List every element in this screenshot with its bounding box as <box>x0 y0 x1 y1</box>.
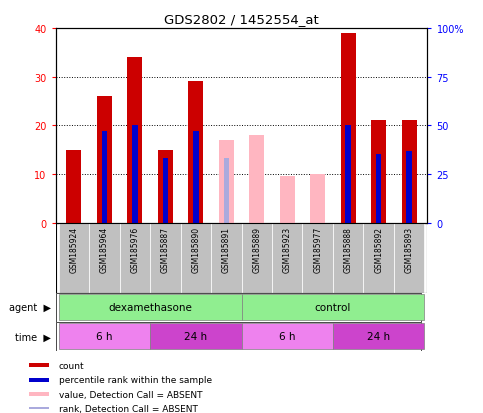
Text: rank, Detection Call = ABSENT: rank, Detection Call = ABSENT <box>59 404 198 413</box>
Bar <box>89 223 120 293</box>
Bar <box>211 223 242 293</box>
Bar <box>345 126 351 223</box>
Bar <box>371 121 386 223</box>
Bar <box>150 324 242 349</box>
Text: 24 h: 24 h <box>184 332 207 342</box>
Text: time  ▶: time ▶ <box>15 332 51 342</box>
Bar <box>101 132 107 223</box>
Text: GSM185891: GSM185891 <box>222 226 231 273</box>
Bar <box>242 324 333 349</box>
Text: dexamethasone: dexamethasone <box>108 303 192 313</box>
Bar <box>29 363 49 367</box>
Text: GSM185890: GSM185890 <box>191 226 200 273</box>
Text: value, Detection Call = ABSENT: value, Detection Call = ABSENT <box>59 389 202 399</box>
Bar <box>394 223 425 293</box>
Text: GSM185888: GSM185888 <box>344 226 353 272</box>
Bar <box>224 159 229 223</box>
Bar <box>29 392 49 396</box>
Bar <box>302 223 333 293</box>
Bar <box>272 223 302 293</box>
Text: GSM185976: GSM185976 <box>130 226 139 273</box>
Bar <box>333 223 363 293</box>
Text: GSM185923: GSM185923 <box>283 226 292 273</box>
Text: GSM185964: GSM185964 <box>100 226 109 273</box>
Bar <box>401 121 417 223</box>
Bar <box>280 177 295 223</box>
Bar <box>363 223 394 293</box>
Bar <box>249 135 264 223</box>
Bar <box>127 58 142 223</box>
Text: 6 h: 6 h <box>279 332 296 342</box>
Text: percentile rank within the sample: percentile rank within the sample <box>59 375 212 384</box>
Bar <box>242 223 272 293</box>
Bar <box>163 159 168 223</box>
Bar <box>58 324 150 349</box>
Bar <box>29 406 49 411</box>
Bar <box>310 174 326 223</box>
Text: GSM185924: GSM185924 <box>70 226 78 273</box>
Text: 24 h: 24 h <box>367 332 390 342</box>
Bar <box>333 324 425 349</box>
Bar <box>29 377 49 382</box>
Bar <box>376 155 382 223</box>
Bar <box>157 150 173 223</box>
Text: agent  ▶: agent ▶ <box>9 303 51 313</box>
Text: GSM185892: GSM185892 <box>374 226 383 273</box>
Bar <box>97 97 112 223</box>
Bar <box>219 140 234 223</box>
Bar <box>150 223 181 293</box>
Text: count: count <box>59 361 85 370</box>
Bar <box>193 132 199 223</box>
Text: GSM185977: GSM185977 <box>313 226 322 273</box>
Bar <box>242 295 425 320</box>
Text: GSM185889: GSM185889 <box>252 226 261 273</box>
Text: GSM185887: GSM185887 <box>161 226 170 273</box>
Text: control: control <box>315 303 351 313</box>
Text: GSM185893: GSM185893 <box>405 226 413 273</box>
Bar <box>341 34 356 223</box>
Bar <box>66 150 82 223</box>
Bar <box>58 223 89 293</box>
Title: GDS2802 / 1452554_at: GDS2802 / 1452554_at <box>164 13 319 26</box>
Bar <box>188 82 203 223</box>
Bar <box>58 295 242 320</box>
Bar <box>406 151 412 223</box>
Bar <box>181 223 211 293</box>
Bar <box>132 126 138 223</box>
Bar <box>120 223 150 293</box>
Text: 6 h: 6 h <box>96 332 113 342</box>
